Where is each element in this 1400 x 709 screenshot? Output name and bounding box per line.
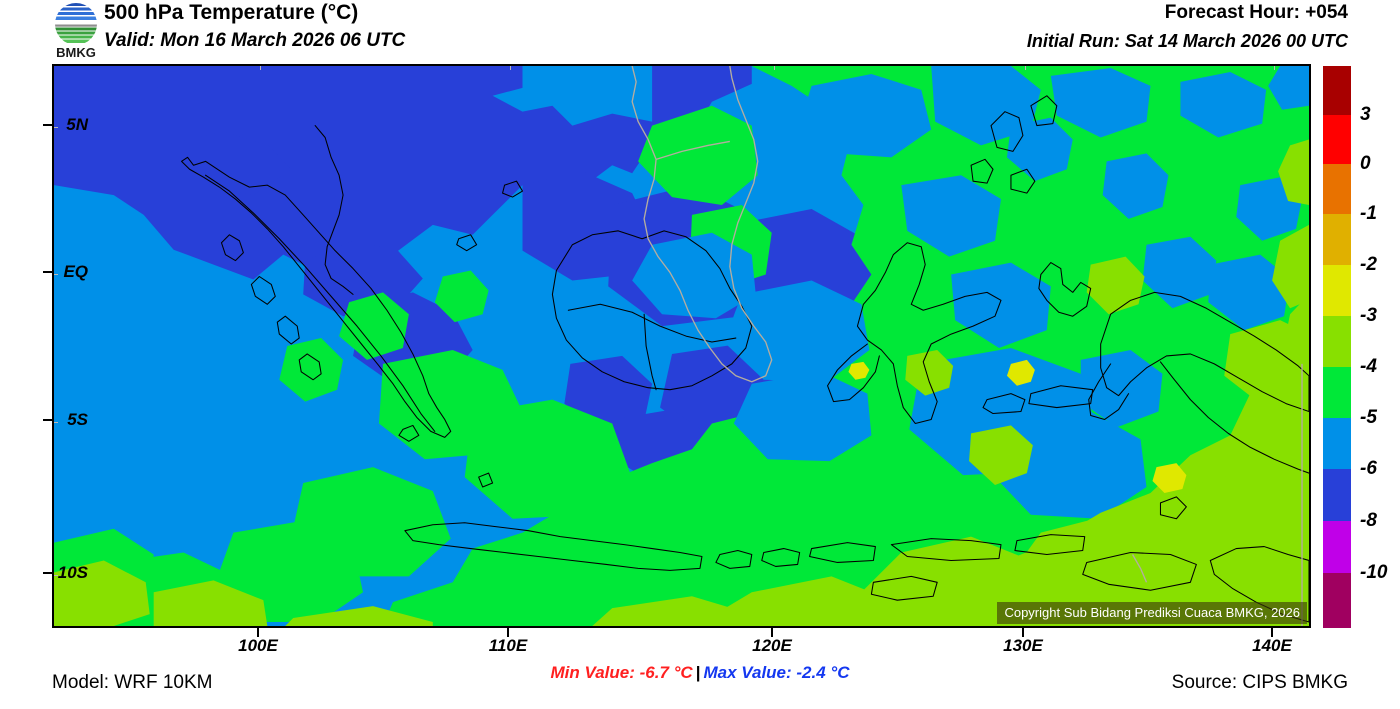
min-max-separator: | [695,663,701,682]
x-axis-label-130E: 130E [1003,636,1043,655]
y-tick-EQ [43,271,52,273]
forecast-hour-label: Forecast Hour: +054 [1164,2,1348,23]
colorbar-band-1 [1323,115,1351,164]
x-tick-100E [257,628,259,637]
colorbar-band-4 [1323,265,1351,316]
initial-run-label: Initial Run: Sat 14 March 2026 00 UTC [1026,31,1348,51]
colorbar-label-m1: -1 [1360,203,1377,224]
source-label: Source: CIPS BMKG [1171,672,1348,693]
x-axis-label-120E: 120E [752,636,792,655]
min-value-label: Min Value: -6.7 °C [550,663,693,682]
y-axis-label-5N: 5N [66,115,88,134]
model-label: Model: WRF 10KM [52,672,213,693]
copyright-watermark: Copyright Sub Bidang Prediksi Cuaca BMKG… [997,602,1307,624]
colorbar-label-m10: -10 [1360,562,1388,583]
max-value-label: Max Value: -2.4 °C [703,663,850,682]
y-tick-5S [43,419,52,421]
colorbar-label-m4: -4 [1360,356,1377,377]
colorbar-label-m5: -5 [1360,407,1377,428]
bmkg-logo: BMKG [48,2,104,60]
y-tick-10S [43,572,52,574]
colorbar-band-6 [1323,367,1351,418]
svg-text:BMKG: BMKG [56,45,96,60]
temperature-field [54,66,1309,626]
header: BMKG 500 hPa Temperature (°C) Valid: Mon… [0,0,1400,62]
colorbar-label-m6: -6 [1360,458,1377,479]
x-axis-label-100E: 100E [238,636,278,655]
min-max-value-label: Min Value: -6.7 °C | Max Value: -2.4 °C [551,663,850,683]
x-tick-110E [507,628,509,637]
valid-time-label: Valid: Mon 16 March 2026 06 UTC [104,30,406,51]
y-axis-label-10S: 10S [57,563,88,582]
map-plot-area: Copyright Sub Bidang Prediksi Cuaca BMKG… [52,64,1311,628]
colorbar-label-0: 0 [1360,153,1371,174]
y-tick-5N [43,124,52,126]
colorbar-band-7 [1323,418,1351,469]
y-axis-label-EQ: EQ [63,262,88,281]
colorbar-band-10 [1323,573,1351,628]
x-axis-label-110E: 110E [488,636,528,655]
colorbar-band-3 [1323,214,1351,265]
colorbar-band-9 [1323,521,1351,573]
colorbar-band-5 [1323,316,1351,367]
page-title: 500 hPa Temperature (°C) [104,1,359,24]
x-axis-label-140E: 140E [1252,636,1292,655]
x-tick-140E [1271,628,1273,637]
colorbar-label-3: 3 [1360,104,1371,125]
colorbar-band-8 [1323,469,1351,521]
y-axis-label-5S: 5S [67,410,88,429]
colorbar-label-m3: -3 [1360,305,1377,326]
colorbar-band-0 [1323,66,1351,115]
colorbar [1323,66,1351,628]
colorbar-label-m8: -8 [1360,510,1377,531]
x-tick-120E [771,628,773,637]
x-tick-130E [1022,628,1024,637]
map-frame: Copyright Sub Bidang Prediksi Cuaca BMKG… [52,64,1311,628]
colorbar-label-m2: -2 [1360,254,1377,275]
colorbar-band-2 [1323,164,1351,214]
